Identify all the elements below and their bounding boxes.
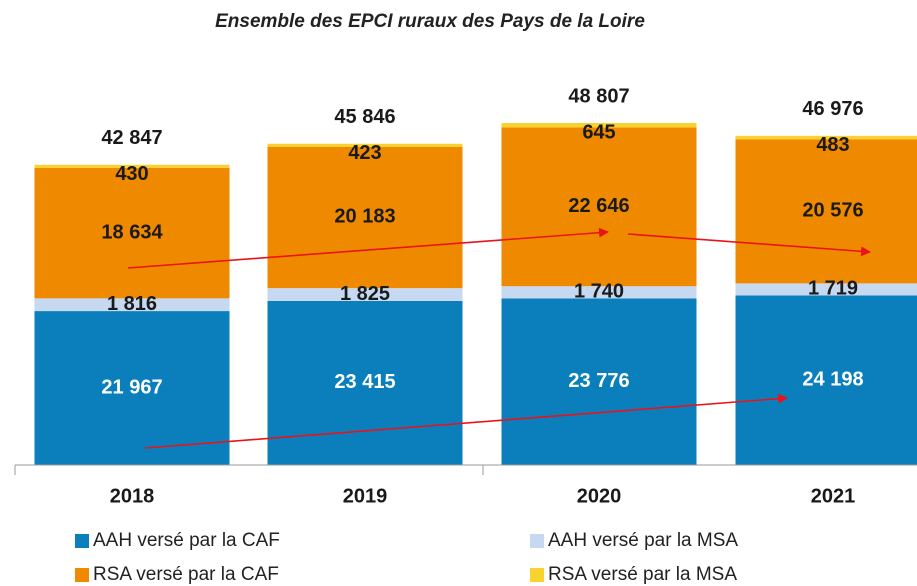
trend-arrow (144, 393, 788, 449)
bar-segment (267, 288, 463, 301)
legend-label: AAH versé par la MSA (548, 530, 738, 551)
bar-segment (267, 300, 463, 465)
bar-segment (501, 286, 697, 299)
value-label: 18 634 (101, 221, 163, 243)
value-label: 24 198 (802, 369, 863, 391)
bar-segment (735, 295, 917, 465)
value-label: 1 740 (574, 281, 624, 303)
value-label: 21 967 (101, 376, 162, 398)
value-label: 483 (816, 134, 849, 156)
value-label: 22 646 (568, 195, 629, 217)
bar-segment (34, 298, 230, 312)
trend-arrows (127, 227, 871, 449)
x-tick-label: 2021 (811, 485, 856, 507)
legend: AAH versé par la CAF AAH versé par la MSA… (75, 530, 738, 585)
total-label: 48 807 (568, 85, 629, 107)
chart-title: Ensemble des EPCI ruraux des Pays de la … (215, 11, 645, 32)
bar-segment (501, 127, 697, 287)
bar-segment (34, 167, 230, 299)
value-label: 23 776 (568, 370, 629, 392)
legend-swatch (530, 568, 544, 582)
value-label: 423 (348, 142, 381, 164)
value-label: 20 576 (802, 200, 863, 222)
bar-segment (501, 123, 697, 128)
legend-swatch (530, 534, 544, 548)
value-label: 1 719 (808, 278, 858, 300)
total-label: 45 846 (334, 106, 395, 128)
bar-segment (267, 143, 463, 147)
value-label: 645 (582, 121, 615, 143)
bar-segment (735, 283, 917, 296)
bar-segment (735, 135, 917, 140)
trend-arrow (627, 233, 871, 257)
value-label: 1 825 (340, 283, 390, 305)
x-tick-label: 2020 (577, 485, 622, 507)
bar-segment (34, 311, 230, 465)
value-label: 1 816 (107, 293, 157, 315)
total-label: 46 976 (802, 98, 863, 120)
legend-swatch (75, 534, 89, 548)
x-tick-label: 2019 (343, 485, 388, 507)
value-label: 23 415 (334, 371, 395, 393)
bar-segment (735, 139, 917, 284)
annotations: 21 967 1 816 18 634 430 42 847 2018 23 415 1 82… (101, 85, 863, 507)
legend-label: AAH versé par la CAF (93, 530, 280, 551)
legend-label: RSA versé par la MSA (548, 564, 737, 585)
bar-segment (34, 164, 230, 168)
legend-label: RSA versé par la CAF (93, 564, 279, 585)
legend-swatch (75, 568, 89, 582)
bar-segment (267, 146, 463, 289)
value-label: 20 183 (334, 206, 395, 228)
trend-arrow (127, 227, 609, 269)
x-tick-label: 2018 (110, 485, 155, 507)
total-label: 42 847 (101, 127, 162, 149)
value-label: 430 (115, 163, 148, 185)
plot (34, 123, 917, 465)
bar-segment (501, 298, 697, 465)
